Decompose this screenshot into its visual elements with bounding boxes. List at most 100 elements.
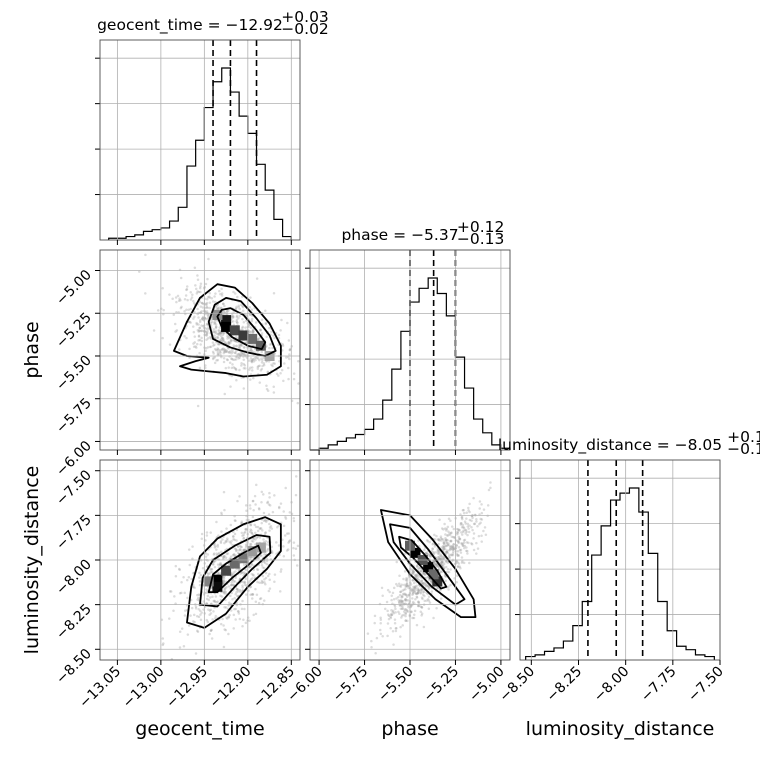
- scatter-point: [224, 590, 228, 594]
- panel-title-geocent_time: geocent_time = −12.92: [97, 16, 283, 35]
- scatter-point: [402, 588, 406, 591]
- scatter-point: [251, 499, 255, 503]
- scatter-point: [445, 527, 449, 531]
- scatter-point: [247, 565, 251, 568]
- scatter-point: [294, 493, 298, 497]
- scatter-point: [216, 342, 220, 346]
- scatter-point: [409, 589, 413, 592]
- scatter-point: [250, 359, 253, 363]
- scatter-point: [233, 538, 236, 542]
- scatter-point: [249, 349, 252, 353]
- scatter-point: [458, 528, 461, 532]
- scatter-point: [203, 612, 207, 615]
- scatter-point: [449, 568, 452, 571]
- scatter-point: [250, 532, 254, 535]
- scatter-point: [250, 360, 254, 364]
- scatter-point: [222, 340, 226, 343]
- scatter-point: [209, 568, 212, 571]
- scatter-point: [268, 522, 271, 526]
- scatter-point: [415, 565, 419, 568]
- scatter-point: [287, 339, 291, 342]
- scatter-point: [287, 377, 290, 381]
- scatter-point: [383, 607, 387, 611]
- scatter-point: [249, 555, 252, 559]
- scatter-point: [174, 296, 178, 299]
- scatter-point: [422, 584, 426, 587]
- scatter-point: [398, 600, 401, 604]
- scatter-point: [270, 545, 273, 548]
- scatter-point: [242, 533, 245, 537]
- scatter-point: [221, 333, 225, 337]
- scatter-point: [417, 589, 420, 593]
- scatter-point: [419, 610, 423, 613]
- scatter-point: [174, 564, 178, 568]
- scatter-point: [209, 345, 213, 348]
- scatter-point: [449, 539, 452, 543]
- scatter-point: [437, 557, 441, 560]
- scatter-point: [187, 308, 190, 312]
- scatter-point: [248, 368, 251, 371]
- scatter-point: [240, 344, 244, 347]
- scatter-point: [217, 552, 220, 556]
- scatter-point: [238, 343, 241, 346]
- scatter-point: [222, 645, 226, 649]
- scatter-point: [209, 570, 213, 574]
- scatter-point: [399, 585, 403, 588]
- scatter-point: [262, 538, 265, 541]
- scatter-point: [196, 274, 199, 277]
- scatter-point: [144, 253, 147, 257]
- scatter-point: [278, 359, 281, 363]
- scatter-point: [404, 619, 407, 622]
- scatter-point: [191, 293, 194, 296]
- scatter-point: [199, 318, 202, 322]
- scatter-point: [213, 546, 217, 549]
- scatter-point: [287, 366, 290, 370]
- scatter-point: [138, 270, 141, 273]
- scatter-point: [266, 370, 270, 374]
- scatter-point: [222, 338, 225, 341]
- scatter-point: [162, 308, 165, 312]
- scatter-point: [411, 589, 414, 593]
- scatter-point: [480, 511, 484, 515]
- scatter-point: [279, 590, 282, 593]
- scatter-point: [214, 325, 218, 329]
- scatter-point: [467, 541, 470, 545]
- scatter-point: [197, 615, 201, 619]
- scatter-point: [410, 610, 413, 613]
- scatter-point: [244, 545, 248, 549]
- scatter-point: [195, 614, 199, 618]
- scatter-point: [404, 578, 408, 582]
- scatter-point: [238, 346, 241, 350]
- scatter-point: [416, 577, 420, 581]
- scatter-point: [174, 330, 177, 333]
- scatter-point: [206, 306, 209, 310]
- scatter-point: [447, 542, 450, 545]
- scatter-point: [422, 590, 426, 594]
- scatter-point: [246, 356, 249, 360]
- title-lower: −0.13: [457, 230, 505, 248]
- scatter-point: [195, 321, 198, 325]
- scatter-point: [402, 613, 405, 617]
- scatter-point: [446, 551, 449, 555]
- panel-title-luminosity_distance: luminosity_distance = −8.05: [498, 436, 722, 455]
- scatter-point: [272, 362, 275, 365]
- scatter-point: [205, 534, 209, 537]
- scatter-point: [426, 597, 430, 601]
- scatter-point: [445, 541, 448, 544]
- scatter-point: [405, 579, 409, 583]
- scatter-point: [214, 329, 218, 333]
- scatter-point: [244, 319, 248, 323]
- scatter-point: [235, 335, 238, 339]
- scatter-point: [447, 530, 450, 533]
- scatter-point: [444, 533, 447, 536]
- histogram-phase: [305, 250, 511, 451]
- scatter-point: [471, 528, 474, 532]
- scatter-point: [279, 372, 282, 375]
- scatter-point: [172, 609, 175, 613]
- scatter-point: [394, 607, 397, 611]
- scatter-point: [427, 586, 431, 589]
- scatter-point: [243, 607, 246, 611]
- y-tick-label: −5.00: [53, 267, 95, 309]
- scatter-point: [199, 618, 203, 622]
- scatter-point: [406, 598, 410, 602]
